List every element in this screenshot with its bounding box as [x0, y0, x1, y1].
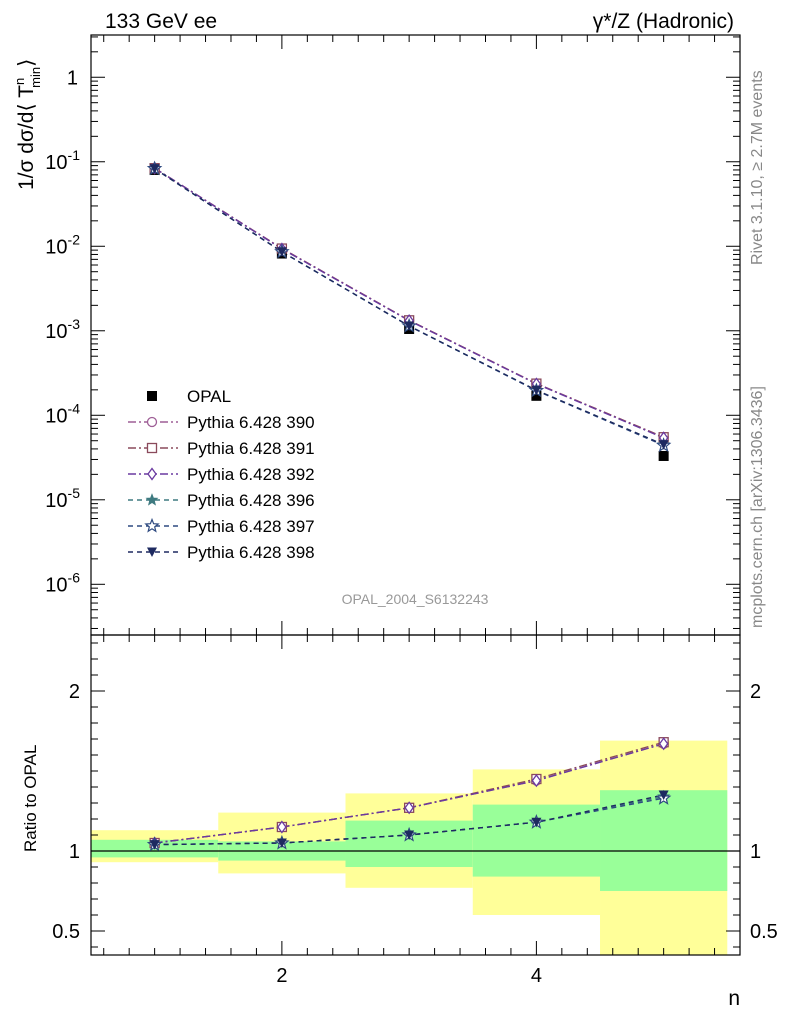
ticks: 2 4 1 10-1 10-2 10-3 10-4 10-5 10-6 0.5 0.5 1 1 2 2 [45, 35, 778, 987]
y-axis-label-sup: n [12, 78, 27, 85]
ratio-y-tick-label: 2 [69, 681, 80, 703]
series-3-ratio-point [531, 773, 542, 788]
rivet-version-text: Rivet 3.1.10, ≥ 2.7M events [749, 70, 766, 265]
y-axis-label-ratio: Ratio to OPAL [21, 745, 40, 852]
opal-data-point [531, 390, 542, 401]
series-6-ratio-point [531, 817, 542, 828]
legend-marker-2 [146, 442, 158, 454]
y-tick-label: 10-3 [45, 316, 80, 343]
ratio-y-tick-label-right: 2 [750, 681, 761, 703]
ratio-y-tick-label: 0.5 [52, 921, 80, 943]
markers [146, 160, 672, 852]
series-6-point [531, 385, 542, 396]
title-right: γ*/Z (Hadronic) [593, 10, 734, 33]
ratio-y-tick-label-right: 0.5 [750, 921, 778, 943]
analysis-label: OPAL_2004_S6132243 [342, 591, 489, 607]
series-6-ratio-point [658, 790, 669, 800]
x-tick-label: 4 [531, 965, 542, 987]
legend-label-1: Pythia 6.428 390 [187, 413, 315, 432]
ratio-y-tick-label: 1 [69, 841, 80, 863]
y-tick-label: 10-2 [45, 231, 80, 258]
legend-opal-marker [147, 391, 157, 401]
legend-marker-4 [145, 493, 159, 506]
series-6-ratio-point [149, 840, 160, 850]
y-tick-label: 10-4 [45, 400, 80, 427]
legend-label-6: Pythia 6.428 398 [187, 543, 315, 562]
series-6-point [276, 247, 287, 257]
series-3-ratio-point [277, 820, 287, 834]
y-axis-label-sub: min [28, 67, 43, 88]
legend-label-5: Pythia 6.428 397 [187, 517, 315, 536]
legend-opal-label: OPAL [187, 387, 231, 406]
y-tick-label: 1 [67, 67, 78, 89]
series-6-point [149, 164, 160, 174]
series-6-point [404, 321, 415, 331]
legend: OPAL Pythia 6.428 390 Pythia 6.428 391 Pyth… [128, 387, 315, 562]
legend-label-3: Pythia 6.428 392 [187, 465, 315, 484]
series-6-ratio-point [276, 838, 287, 848]
opal-data-point [658, 450, 669, 461]
y-tick-label: 10-1 [45, 147, 80, 174]
mcplots-text: mcplots.cern.ch [arXiv:1306.3436] [749, 386, 766, 628]
ratio-bands [91, 740, 740, 955]
ratio-panel-frame [90, 634, 741, 956]
legend-label-4: Pythia 6.428 396 [187, 491, 315, 510]
y-tick-label: 10-5 [45, 485, 80, 512]
legend-marker-5 [144, 517, 160, 533]
x-tick-label: 2 [276, 965, 287, 987]
legend-label-2: Pythia 6.428 391 [187, 439, 315, 458]
green-band-5 [600, 790, 728, 891]
ratio-y-tick-label-right: 1 [750, 841, 761, 863]
series-3-ratio-point [404, 801, 414, 815]
x-axis-label: n [728, 987, 740, 1010]
series-6-point [658, 440, 669, 450]
y-axis-label-base: 1/σ dσ/d⟨ T [15, 85, 38, 190]
y-axis-label-close: ⟩ [15, 59, 38, 67]
y-axis-label-top: 1/σ dσ/d⟨ Tnmin⟩ [12, 59, 43, 190]
series-line-3 [154, 167, 664, 439]
title-left: 133 GeV ee [105, 10, 217, 33]
legend-marker-3 [147, 467, 157, 481]
series-6-ratio-point [404, 830, 415, 840]
legend-marker-1 [146, 416, 158, 428]
legend-marker-6 [147, 547, 157, 557]
y-tick-label: 10-6 [45, 569, 80, 596]
series-3-ratio-point [658, 737, 669, 751]
